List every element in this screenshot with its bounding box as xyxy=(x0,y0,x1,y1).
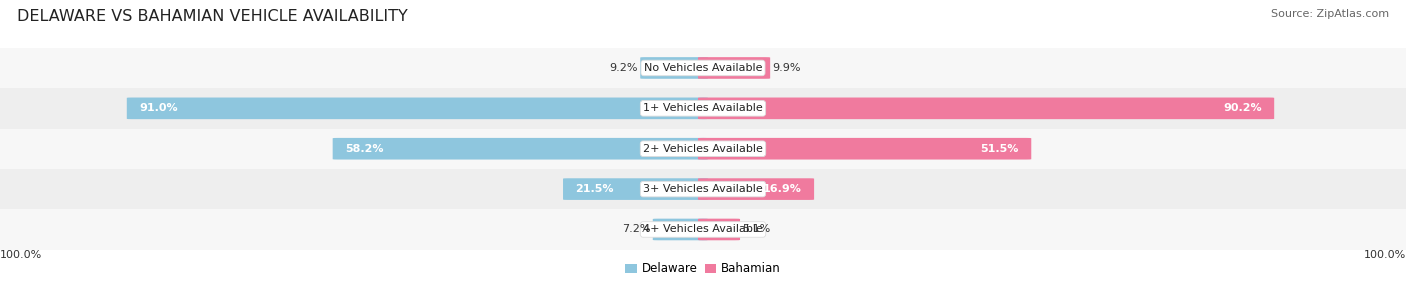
FancyBboxPatch shape xyxy=(562,178,709,200)
FancyBboxPatch shape xyxy=(697,219,740,240)
Text: No Vehicles Available: No Vehicles Available xyxy=(644,63,762,73)
FancyBboxPatch shape xyxy=(697,57,770,79)
Text: 4+ Vehicles Available: 4+ Vehicles Available xyxy=(643,225,763,235)
FancyBboxPatch shape xyxy=(652,219,709,240)
Text: 7.2%: 7.2% xyxy=(621,225,650,235)
Text: 9.2%: 9.2% xyxy=(609,63,638,73)
Text: 2+ Vehicles Available: 2+ Vehicles Available xyxy=(643,144,763,154)
Text: 9.9%: 9.9% xyxy=(773,63,801,73)
Text: Source: ZipAtlas.com: Source: ZipAtlas.com xyxy=(1271,9,1389,19)
FancyBboxPatch shape xyxy=(697,98,1274,119)
Legend: Delaware, Bahamian: Delaware, Bahamian xyxy=(620,258,786,280)
Text: DELAWARE VS BAHAMIAN VEHICLE AVAILABILITY: DELAWARE VS BAHAMIAN VEHICLE AVAILABILIT… xyxy=(17,9,408,23)
Text: 16.9%: 16.9% xyxy=(762,184,801,194)
Bar xyxy=(0,209,1406,250)
FancyBboxPatch shape xyxy=(697,138,1031,160)
Text: 100.0%: 100.0% xyxy=(0,251,42,261)
Text: 3+ Vehicles Available: 3+ Vehicles Available xyxy=(643,184,763,194)
FancyBboxPatch shape xyxy=(697,178,814,200)
Text: 58.2%: 58.2% xyxy=(346,144,384,154)
Text: 5.1%: 5.1% xyxy=(742,225,770,235)
Text: 1+ Vehicles Available: 1+ Vehicles Available xyxy=(643,103,763,113)
Text: 91.0%: 91.0% xyxy=(139,103,179,113)
FancyBboxPatch shape xyxy=(640,57,709,79)
Bar xyxy=(0,88,1406,128)
Bar xyxy=(0,48,1406,88)
Bar xyxy=(0,169,1406,209)
FancyBboxPatch shape xyxy=(127,98,709,119)
Bar xyxy=(0,128,1406,169)
FancyBboxPatch shape xyxy=(333,138,709,160)
Text: 21.5%: 21.5% xyxy=(575,184,614,194)
Text: 51.5%: 51.5% xyxy=(980,144,1019,154)
Text: 90.2%: 90.2% xyxy=(1223,103,1261,113)
Text: 100.0%: 100.0% xyxy=(1364,251,1406,261)
